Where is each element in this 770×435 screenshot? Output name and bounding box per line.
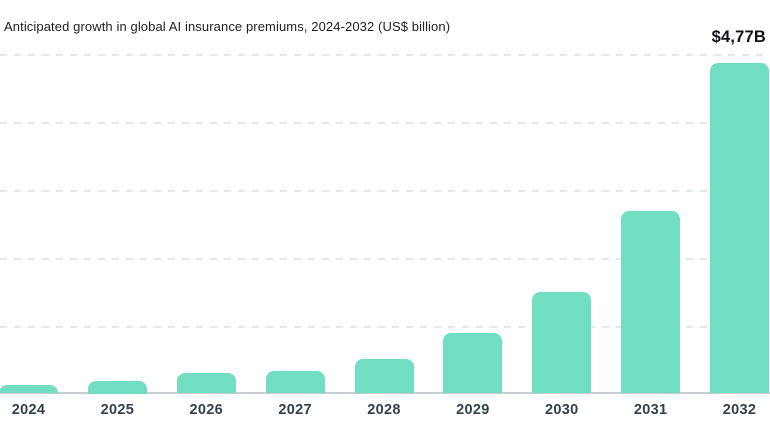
chart-title: Anticipated growth in global AI insuranc… [4, 19, 451, 34]
bar-2025 [87, 381, 147, 394]
gridline [0, 122, 770, 124]
gridline [0, 258, 770, 260]
x-axis-label-2031: 2031 [633, 402, 668, 418]
x-axis-label-2025: 2025 [100, 402, 135, 418]
x-axis-label-2024: 2024 [11, 402, 46, 418]
x-axis-label-2029: 2029 [456, 402, 490, 418]
x-axis-label-2030: 2030 [545, 402, 579, 418]
bar-2030 [532, 291, 592, 394]
x-axis-label-2027: 2027 [278, 402, 312, 418]
bar-2031 [621, 211, 681, 394]
gridline [0, 54, 770, 56]
bar-2027 [265, 371, 325, 394]
bar-2028 [354, 358, 414, 394]
x-axis-label-2026: 2026 [189, 402, 223, 418]
x-axis-label-2032: 2032 [722, 402, 757, 418]
bar-2024 [0, 385, 58, 394]
bar-2026 [176, 373, 236, 394]
gridline [0, 326, 770, 328]
bar-2032 [710, 62, 769, 394]
bar-2029 [443, 333, 503, 394]
peak-value-annotation: $4,77B [711, 28, 766, 46]
gridline [0, 190, 770, 192]
x-axis-label-2028: 2028 [367, 402, 401, 418]
